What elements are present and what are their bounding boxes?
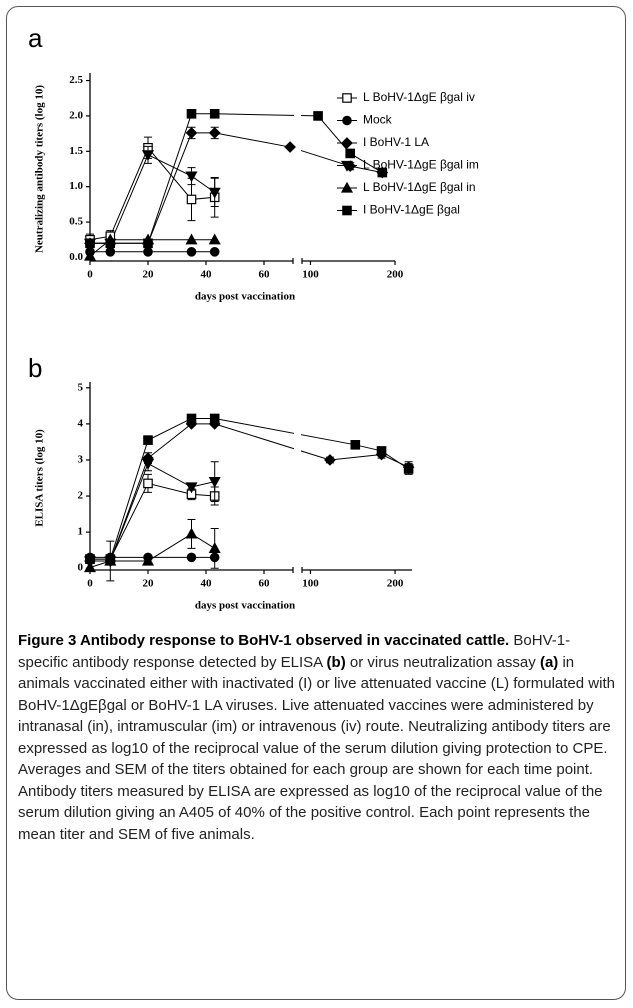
x-tick-label: 40 [201, 269, 213, 281]
panel-label: a [28, 23, 43, 53]
x-tick-label: 100 [302, 269, 319, 281]
y-tick-label: 0.5 [69, 216, 83, 228]
y-tick-label: 0 [78, 562, 84, 574]
marker [185, 233, 198, 245]
marker [185, 527, 198, 539]
marker [376, 446, 387, 456]
marker [284, 141, 296, 153]
marker [143, 478, 153, 489]
x-tick-label: 60 [259, 269, 271, 281]
marker [83, 249, 97, 261]
marker [186, 552, 197, 563]
y-tick-label: 2.5 [69, 74, 83, 86]
y-tick-label: 2 [78, 490, 84, 502]
x-tick-label: 200 [387, 269, 404, 281]
y-tick-label: 0.0 [69, 251, 83, 263]
marker [403, 464, 414, 474]
marker [340, 160, 354, 172]
legend-label: L BoHV-1ΔgE βgal iv [363, 90, 475, 104]
break-gap [294, 376, 301, 568]
legend-label: Mock [363, 113, 393, 127]
legend-label: L BoHV-1ΔgE βgal in [363, 180, 476, 194]
marker [143, 238, 153, 249]
marker [209, 247, 220, 257]
marker [185, 482, 198, 494]
marker [208, 542, 221, 553]
x-tick-label: 0 [87, 269, 93, 281]
marker [208, 127, 221, 139]
marker [208, 233, 221, 245]
panel-label: b [28, 353, 42, 383]
marker [377, 167, 388, 178]
legend-label: I BoHV-1ΔgE βgal [363, 203, 460, 217]
y-axis-label: Neutralizing antibody titers (log 10) [34, 85, 46, 253]
x-tick-label: 20 [143, 578, 155, 590]
y-tick-label: 2.0 [69, 109, 83, 121]
caption-bold: (b) [326, 653, 346, 671]
x-tick-label: 0 [87, 578, 93, 590]
marker [141, 554, 155, 566]
caption-bold: Figure 3 Antibody response to BoHV-1 obs… [18, 632, 510, 649]
x-tick-label: 100 [302, 578, 319, 590]
break-gap [294, 67, 301, 259]
marker [345, 148, 355, 159]
caption-text: in animals vaccinated either with inacti… [18, 653, 620, 843]
x-tick-label: 200 [387, 578, 404, 590]
marker [342, 93, 352, 103]
marker [186, 413, 197, 424]
marker [186, 247, 197, 257]
series-line [90, 462, 215, 562]
x-axis-label: days post vaccination [195, 291, 295, 303]
y-axis-label: ELISA titers (log 10) [34, 429, 46, 527]
legend-label: I BoHV-1 LA [363, 135, 429, 149]
marker [209, 108, 220, 119]
y-tick-label: 5 [78, 381, 84, 393]
marker [185, 171, 198, 183]
caption-bold: (a) [539, 653, 559, 671]
legend-label: L BoHV-1ΔgE βgal im [363, 158, 479, 172]
y-tick-label: 3 [78, 453, 84, 465]
marker [186, 194, 197, 205]
marker [143, 435, 153, 445]
marker [186, 108, 197, 119]
marker [209, 413, 220, 424]
marker [105, 238, 116, 249]
x-tick-label: 20 [143, 269, 155, 281]
caption: Figure 3 Antibody response to BoHV-1 obs… [18, 630, 616, 845]
figure-frame [6, 6, 626, 1000]
x-axis-label: days post vaccination [195, 600, 295, 612]
caption-text: BoHV-1-specific antibody response detect… [18, 632, 571, 671]
y-tick-label: 1.0 [69, 180, 83, 192]
marker [342, 115, 352, 126]
marker [105, 554, 116, 564]
marker [141, 458, 155, 470]
marker [141, 150, 155, 162]
marker [350, 440, 361, 450]
marker [185, 127, 198, 139]
marker [341, 137, 353, 149]
marker [208, 477, 221, 488]
y-tick-label: 1.5 [69, 145, 83, 157]
marker [342, 205, 352, 216]
series-line [90, 423, 409, 562]
marker [208, 187, 221, 199]
y-tick-label: 1 [78, 526, 84, 538]
marker [85, 554, 95, 564]
series-line [90, 113, 383, 244]
marker [340, 181, 354, 193]
series-line [89, 146, 215, 241]
caption-text: or virus neutralization assay [345, 653, 540, 671]
x-tick-label: 60 [259, 578, 271, 590]
marker [313, 111, 323, 121]
figure: a 0.0 0.5 1.0 1.5 2.0 2.5 Neutralizing antibody… [28, 23, 479, 612]
marker [324, 454, 336, 466]
marker [83, 561, 97, 573]
marker [85, 238, 95, 249]
x-tick-label: 40 [201, 578, 213, 590]
y-tick-label: 4 [78, 417, 84, 429]
